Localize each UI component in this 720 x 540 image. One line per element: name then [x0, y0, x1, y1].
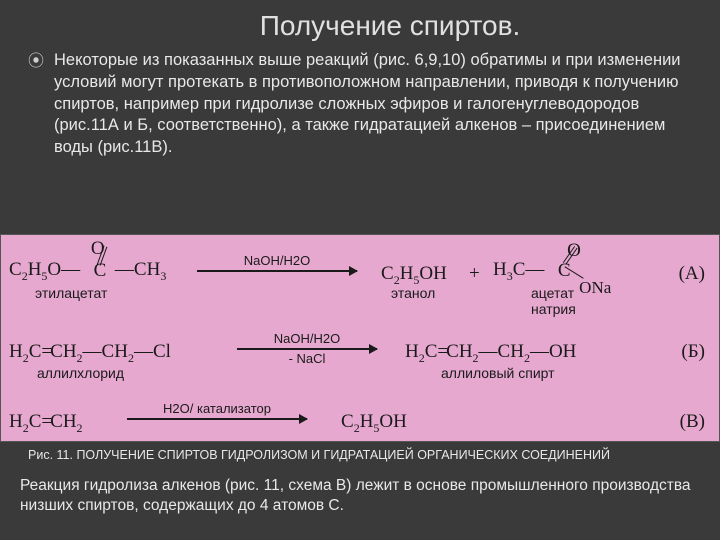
rx-a-arrow-top: NaOH/H2O	[197, 253, 357, 268]
rx-a-tag: (A)	[679, 263, 705, 285]
rx-a-product1-name: этанол	[391, 285, 435, 301]
chemistry-diagram: C2H5O— O C —CH3 этилацетат NaOH/H2O C2H5…	[0, 234, 720, 442]
rx-b-product-name: аллиловый спирт	[441, 365, 555, 381]
rx-b-tag: (Б)	[681, 341, 705, 363]
reaction-c: H2C=CH2 H2O/ катализатор C2H5OH (В)	[1, 405, 719, 439]
rx-c-arrow: H2O/ катализатор	[127, 401, 307, 420]
figure-caption: Рис. 11. ПОЛУЧЕНИЕ СПИРТОВ ГИДРОЛИЗОМ И …	[28, 448, 610, 462]
rx-a-reactant-name: этилацетат	[35, 285, 107, 301]
rx-b-arrow-top: NaOH/H2O	[237, 331, 377, 346]
slide-title: Получение спиртов.	[28, 10, 692, 42]
rx-a-reactant: C2H5O— O C —CH3	[9, 259, 166, 284]
rx-b-reactant-name: аллилхлорид	[37, 365, 124, 381]
rx-c-tag: (В)	[680, 411, 705, 433]
reaction-b: H2C=CH2—CH2—Cl аллилхлорид NaOH/H2O - Na…	[1, 335, 719, 387]
footer-paragraph: Реакция гидролиза алкенов (рис. 11, схем…	[20, 476, 700, 516]
rx-b-product: H2C=CH2—CH2—OH	[405, 341, 576, 366]
rx-c-arrow-top: H2O/ катализатор	[127, 401, 307, 416]
bullet-icon: ⦿	[28, 52, 44, 71]
rx-c-reactant: H2C=CH2	[9, 411, 83, 436]
rx-b-arrow-bot: - NaCl	[237, 351, 377, 366]
rx-a-product2-name: ацетатнатрия	[531, 285, 576, 317]
plus-icon: +	[469, 263, 480, 285]
reaction-a: C2H5O— O C —CH3 этилацетат NaOH/H2O C2H5…	[1, 241, 719, 313]
intro-paragraph: Некоторые из показанных выше реакций (ри…	[54, 50, 692, 159]
rx-a-product2: H3C— O C ONa	[493, 259, 579, 284]
bullet-row: ⦿ Некоторые из показанных выше реакций (…	[28, 50, 692, 159]
rx-c-product: C2H5OH	[341, 411, 407, 436]
rx-b-reactant: H2C=CH2—CH2—Cl	[9, 341, 171, 366]
rx-a-arrow: NaOH/H2O	[197, 253, 357, 272]
rx-b-arrow: NaOH/H2O - NaCl	[237, 331, 377, 366]
